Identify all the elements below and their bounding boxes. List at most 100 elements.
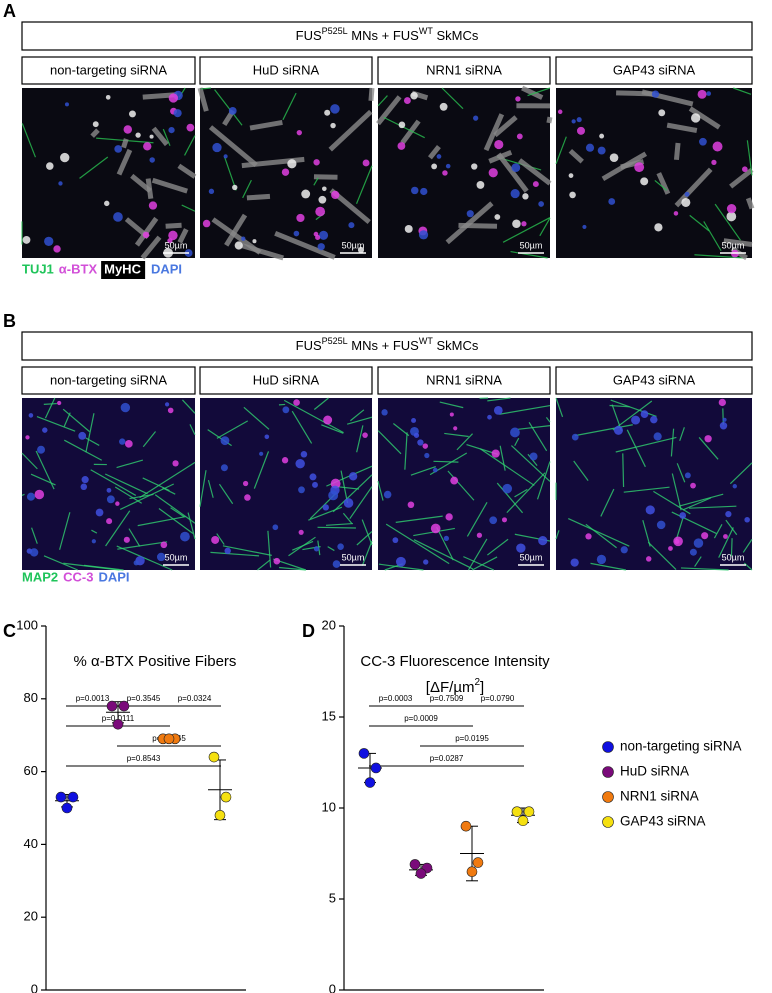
header-text: FUSP525L MNs + FUSWT SkMCs — [296, 26, 479, 43]
cell — [640, 177, 649, 186]
header-text: FUSP525L MNs + FUSWT SkMCs — [296, 336, 479, 353]
cell — [645, 556, 652, 562]
fiber — [410, 466, 436, 476]
cell — [105, 94, 111, 100]
cell — [25, 435, 30, 440]
data-point — [208, 751, 220, 763]
legend-label: non-targeting siRNA — [620, 739, 742, 754]
p-value: p=0.8543 — [127, 754, 161, 763]
fiber — [392, 423, 410, 437]
fiber — [746, 140, 753, 176]
column-box — [377, 56, 551, 85]
fiber — [35, 450, 55, 490]
fiber — [471, 556, 498, 571]
fiber — [328, 109, 373, 152]
cell — [704, 435, 712, 443]
fiber — [253, 451, 270, 489]
y-tick-label: 5 — [329, 890, 336, 905]
cell — [180, 531, 190, 542]
fiber — [679, 427, 685, 442]
p-value: p=0.0013 — [76, 694, 110, 703]
cell — [228, 107, 237, 115]
legend-marker — [602, 741, 614, 753]
legend-marker — [602, 766, 614, 778]
fiber — [517, 425, 551, 430]
fiber — [64, 439, 103, 461]
cell — [516, 543, 526, 553]
data-point — [517, 815, 529, 827]
cell — [701, 532, 709, 540]
y-tick-label: 0 — [31, 981, 38, 993]
fiber — [158, 508, 194, 535]
fiber — [574, 424, 633, 437]
cell — [418, 230, 429, 240]
cell — [281, 457, 289, 464]
cell — [392, 537, 399, 544]
cell — [585, 533, 592, 540]
cell — [348, 472, 358, 481]
column-label: HuD siRNA — [253, 62, 320, 77]
legend-marker — [602, 791, 614, 803]
fiber — [447, 470, 475, 501]
cell — [570, 558, 579, 567]
fiber — [214, 89, 243, 126]
cell — [173, 109, 182, 118]
data-point — [364, 777, 376, 788]
cell — [381, 409, 388, 416]
data-point — [511, 806, 523, 817]
fiber — [134, 216, 159, 247]
cell — [597, 146, 606, 155]
cell — [466, 210, 474, 218]
stain-label: MAP2 — [22, 569, 58, 584]
fiber — [283, 399, 344, 434]
cell — [557, 109, 563, 115]
cell — [439, 102, 448, 111]
fiber — [377, 95, 388, 107]
chart-title: % α-BTX Positive Fibers — [74, 653, 237, 670]
fiber — [218, 483, 234, 505]
chart-subtitle: [ΔF/µm2] — [426, 677, 484, 696]
fiber — [177, 163, 197, 179]
scale-bar-label: 50µm — [165, 552, 188, 562]
cell — [313, 546, 320, 552]
fiber — [377, 480, 384, 501]
y-tick-label: 40 — [24, 836, 38, 851]
cell — [167, 238, 173, 244]
header-part: FUS — [296, 28, 322, 43]
cell — [156, 552, 166, 562]
cell — [120, 402, 131, 413]
cell — [22, 235, 31, 244]
cell — [413, 432, 420, 438]
cell — [516, 133, 523, 140]
column-label: non-targeting siRNA — [50, 62, 167, 77]
fiber — [436, 526, 454, 561]
cell — [80, 483, 88, 491]
stain-label: TUJ1 — [22, 261, 54, 276]
cell — [42, 427, 48, 433]
cell — [312, 481, 318, 488]
y-tick-label: 20 — [24, 909, 38, 924]
y-tick-label: 80 — [24, 690, 38, 705]
column-box — [555, 366, 753, 395]
cell — [476, 532, 483, 538]
cell — [92, 121, 99, 128]
fiber — [725, 519, 738, 536]
fiber — [210, 551, 260, 557]
cell — [104, 200, 110, 207]
fiber — [36, 416, 76, 432]
cell — [119, 438, 126, 445]
cell — [241, 236, 246, 241]
fiber — [510, 250, 548, 259]
cell — [538, 535, 548, 546]
panel-letter: A — [3, 1, 16, 21]
cell — [732, 484, 737, 489]
fiber — [573, 460, 589, 481]
header-box — [21, 21, 753, 51]
scale-bar-label: 50µm — [520, 240, 543, 250]
fiber — [404, 432, 408, 470]
column-box — [199, 56, 373, 85]
cell — [78, 431, 87, 440]
fiber — [688, 106, 721, 130]
column-box — [199, 366, 373, 395]
